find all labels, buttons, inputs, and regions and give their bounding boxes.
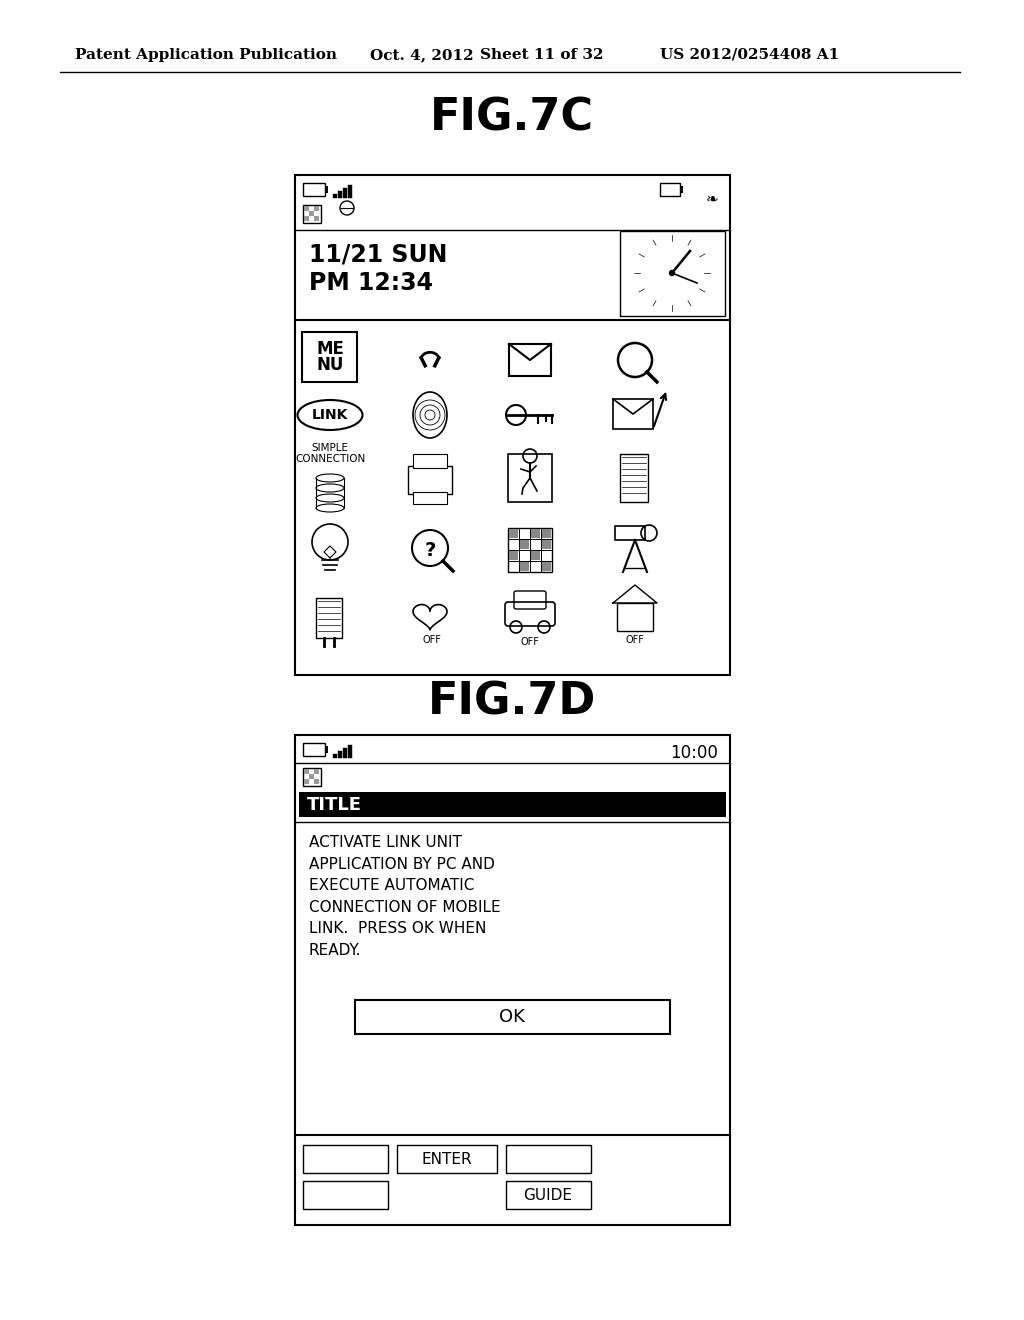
Bar (338, 751, 342, 758)
Bar (408, 466, 452, 494)
Bar (531, 529, 540, 539)
Bar (304, 779, 309, 784)
Bar (508, 454, 552, 502)
Ellipse shape (298, 400, 362, 430)
Bar (316, 598, 342, 638)
Bar (303, 1144, 388, 1173)
Bar (304, 770, 309, 774)
Bar (309, 211, 314, 216)
Bar (348, 744, 352, 758)
Bar (615, 525, 645, 540)
Bar (348, 185, 352, 198)
Bar (325, 186, 328, 193)
Bar (508, 528, 552, 572)
Bar (660, 183, 680, 195)
Text: FIG.7D: FIG.7D (428, 681, 596, 723)
Bar (506, 1181, 591, 1209)
Text: ?: ? (424, 540, 435, 560)
Bar (338, 191, 342, 198)
Text: 10:00: 10:00 (670, 744, 718, 762)
Text: FIG.7C: FIG.7C (430, 96, 594, 140)
Bar (506, 1144, 591, 1173)
Text: PM 12:34: PM 12:34 (309, 271, 433, 294)
Bar (343, 748, 347, 758)
Text: OFF: OFF (520, 638, 540, 647)
Text: ENTER: ENTER (422, 1151, 472, 1167)
Text: LINK: LINK (312, 408, 348, 422)
Bar (333, 754, 337, 758)
Text: Patent Application Publication: Patent Application Publication (75, 48, 337, 62)
Bar (325, 746, 328, 752)
Bar (333, 194, 337, 198)
Bar (542, 540, 551, 549)
Bar (295, 735, 730, 1225)
Bar (542, 562, 551, 572)
Bar (542, 529, 551, 539)
Text: OFF: OFF (423, 635, 441, 645)
Bar (314, 779, 319, 784)
Text: SIMPLE
CONNECTION: SIMPLE CONNECTION (295, 444, 366, 463)
Bar (299, 792, 726, 817)
Circle shape (670, 271, 675, 276)
Text: OK: OK (499, 1008, 525, 1026)
Bar (413, 492, 447, 504)
Bar (302, 333, 357, 381)
Bar (413, 454, 447, 469)
Bar (343, 187, 347, 198)
Bar (617, 603, 653, 631)
Bar (304, 206, 309, 211)
Bar (620, 231, 725, 315)
Bar (680, 186, 683, 193)
Text: GUIDE: GUIDE (523, 1188, 572, 1203)
Text: ACTIVATE LINK UNIT
APPLICATION BY PC AND
EXECUTE AUTOMATIC
CONNECTION OF MOBILE
: ACTIVATE LINK UNIT APPLICATION BY PC AND… (309, 836, 501, 958)
Bar (314, 770, 319, 774)
Bar (303, 743, 325, 756)
Bar (304, 216, 309, 220)
Text: Oct. 4, 2012: Oct. 4, 2012 (370, 48, 474, 62)
Bar (620, 454, 648, 502)
Bar (314, 206, 319, 211)
Text: OFF: OFF (626, 635, 644, 645)
Bar (303, 768, 321, 785)
Text: ❧: ❧ (706, 191, 719, 206)
Text: Sheet 11 of 32: Sheet 11 of 32 (480, 48, 603, 62)
Bar (355, 1001, 670, 1034)
Bar (613, 399, 653, 429)
Bar (509, 529, 518, 539)
Bar (509, 345, 551, 376)
Bar (509, 550, 518, 560)
Text: US 2012/0254408 A1: US 2012/0254408 A1 (660, 48, 840, 62)
Bar (303, 205, 321, 223)
Bar (520, 540, 529, 549)
Text: TITLE: TITLE (307, 796, 362, 814)
Bar (531, 550, 540, 560)
Bar (309, 774, 314, 779)
Bar (295, 176, 730, 675)
Text: ME
NU: ME NU (316, 339, 344, 375)
Bar (397, 1144, 497, 1173)
Text: 11/21 SUN: 11/21 SUN (309, 243, 447, 267)
Bar (303, 183, 325, 195)
Bar (303, 1181, 388, 1209)
Bar (314, 216, 319, 220)
Bar (520, 562, 529, 572)
